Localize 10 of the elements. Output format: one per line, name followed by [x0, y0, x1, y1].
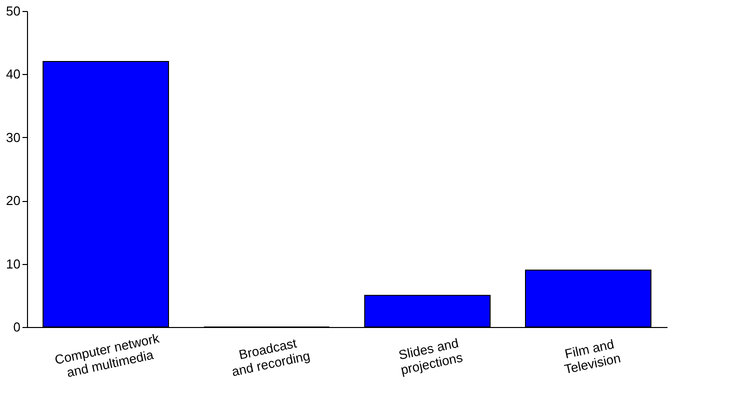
y-tick-label: 10	[6, 256, 20, 272]
x-tick-label: Slides and projections	[397, 335, 464, 378]
y-tick-label: 20	[6, 193, 20, 208]
x-tick-label: Computer network and multimedia	[53, 330, 161, 380]
y-tick-label: 0	[13, 320, 20, 334]
x-tick-label: Film and Television	[562, 336, 622, 377]
y-tick-label: 30	[6, 130, 20, 145]
y-tick-label: 50	[6, 4, 20, 18]
y-tick-label: 40	[6, 66, 20, 82]
x-tick-label: Broadcast and recording	[230, 335, 312, 380]
